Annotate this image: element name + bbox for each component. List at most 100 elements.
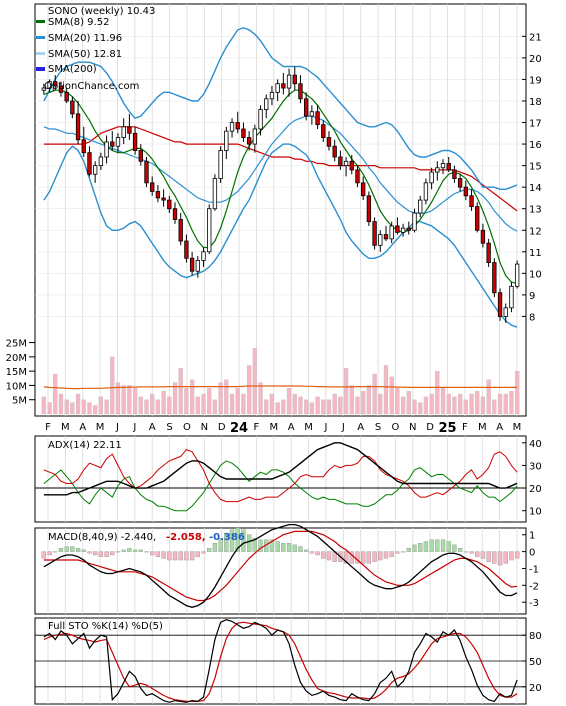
macd-histogram-bar <box>224 532 229 552</box>
macd-histogram-bar <box>115 551 121 553</box>
macd-histogram-bar <box>281 543 286 552</box>
month-label-2: A <box>79 422 86 433</box>
candle-body <box>486 242 491 263</box>
volume-bar <box>184 388 189 415</box>
candle-body <box>343 160 349 167</box>
volume-bar <box>400 396 406 415</box>
price-ytick-label-12: 20 <box>529 54 542 65</box>
candle-body <box>224 130 229 151</box>
volume-bar <box>452 396 457 415</box>
candle-body <box>132 132 138 151</box>
macd-histogram-bar <box>395 551 400 554</box>
price-ytick-label-5: 13 <box>529 205 542 216</box>
candle-body <box>41 87 47 91</box>
macd-histogram-bar <box>47 551 52 556</box>
adx-ytick-label-1: 20 <box>529 484 542 495</box>
month-label-6: A <box>149 422 156 433</box>
candle-body <box>98 156 104 167</box>
macd-histogram-bar <box>486 551 491 562</box>
macd-histogram-bar <box>189 551 195 561</box>
candle-body <box>475 206 480 231</box>
adx-ytick-label-0: 10 <box>529 507 542 518</box>
macd-histogram-bar <box>423 541 429 552</box>
price-ytick-label-11: 19 <box>529 75 542 86</box>
volume-bar <box>475 390 480 415</box>
candle-body <box>389 225 394 240</box>
macd-histogram-bar <box>503 551 508 564</box>
sto-k-line <box>43 619 518 703</box>
volume-bar <box>161 390 166 415</box>
candle-body <box>155 191 161 199</box>
month-label-23: 25 <box>438 421 456 436</box>
macd-histogram-bar <box>127 548 132 552</box>
macd-histogram-bar <box>252 537 257 552</box>
legend-sma50: SMA(50) 12.81 <box>48 49 122 60</box>
volume-bar <box>115 382 121 415</box>
macd-histogram-bar <box>326 551 332 561</box>
macd-histogram-bar <box>161 551 166 559</box>
price-ytick-label-0: 8 <box>529 312 535 323</box>
month-label-10: D <box>218 422 226 433</box>
candle-body <box>361 182 366 197</box>
candle-body <box>412 212 417 231</box>
candle-body <box>275 83 280 93</box>
volume-bar <box>195 396 200 415</box>
candle-body <box>258 109 263 130</box>
macd-histogram-bar <box>343 551 349 564</box>
month-label-26: A <box>496 422 503 433</box>
macd-histogram-bar <box>383 551 389 559</box>
price-frame <box>34 3 527 417</box>
volume-ytick-label-4: 25M <box>6 339 27 350</box>
volume-bar <box>58 393 64 415</box>
legend-sma20: SMA(20) 11.96 <box>48 33 122 44</box>
volume-bar <box>258 382 263 415</box>
volume-bar <box>463 399 468 415</box>
month-label-20: O <box>391 422 399 433</box>
volume-bar <box>326 399 332 415</box>
volume-bar <box>355 396 360 415</box>
volume-bar <box>480 396 486 415</box>
volume-bar <box>366 385 372 415</box>
watermark: OptionChance.com <box>44 81 139 92</box>
macd-histogram-bar <box>509 551 514 561</box>
macd-histogram-bar <box>321 551 326 559</box>
candle-body <box>309 111 315 117</box>
macd-histogram-bar <box>372 551 377 562</box>
macd-histogram-bar <box>361 551 366 564</box>
macd-histogram-bar <box>155 551 161 557</box>
bb-upper-line <box>43 26 518 191</box>
price-ytick-label-7: 15 <box>529 162 542 173</box>
candle-body <box>87 152 92 175</box>
macd-histogram-bar <box>497 551 503 566</box>
volume-bar <box>93 405 98 415</box>
month-label-4: J <box>115 422 119 433</box>
macd-label: MACD(8,40,9) -2.440, <box>48 532 156 543</box>
candle-body <box>269 91 275 100</box>
candle-body <box>246 137 252 145</box>
candle-body <box>292 74 297 85</box>
macd-histogram-bar <box>212 543 218 552</box>
sma8-line <box>43 89 518 285</box>
candle-body <box>53 81 58 87</box>
macd-histogram-bar <box>400 551 406 553</box>
bb-lower-line <box>43 143 518 328</box>
macd-histogram-bar <box>309 551 315 554</box>
price-ytick-label-3: 11 <box>529 248 542 259</box>
volume-bar <box>281 399 286 415</box>
candle-body <box>509 285 514 309</box>
candle-body <box>81 139 86 154</box>
macd-histogram-bar <box>104 551 109 557</box>
macd-histogram-bar <box>286 543 292 552</box>
candle-body <box>452 169 457 179</box>
volume-bar <box>41 396 46 415</box>
candle-body <box>127 126 132 134</box>
legend-sma8: SMA(8) 9.52 <box>48 17 109 28</box>
volume-bar <box>229 393 235 415</box>
macd-histogram-bar <box>184 551 189 561</box>
candle-body <box>326 137 332 147</box>
legend-sma200: SMA(200) <box>48 64 97 75</box>
adx-series-0 <box>43 460 518 512</box>
volume-bar <box>155 399 161 415</box>
volume-bar <box>298 396 303 415</box>
volume-bar <box>383 365 389 415</box>
